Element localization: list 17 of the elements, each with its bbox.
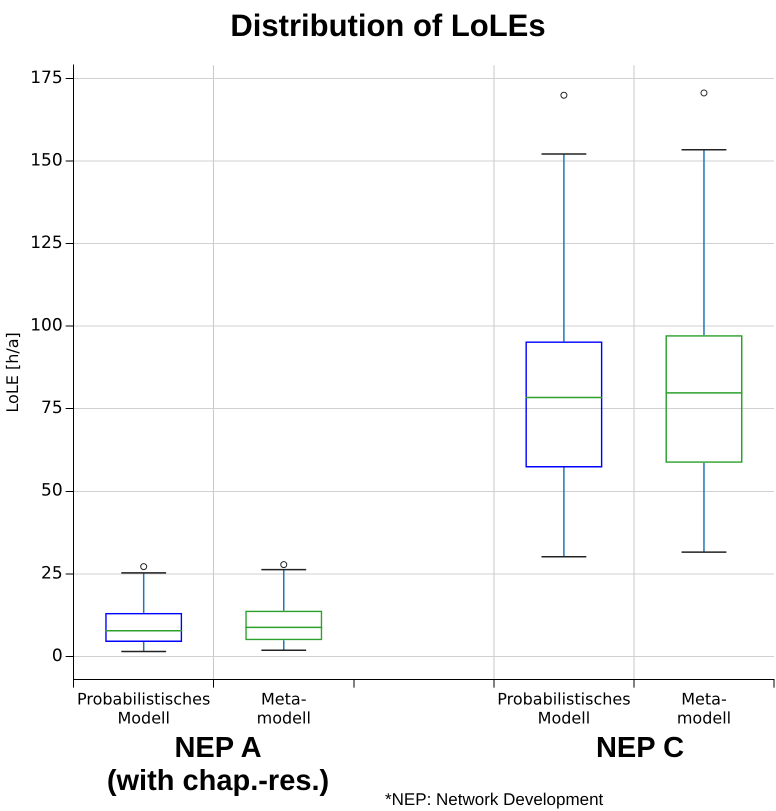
y-tick-label: 50 — [41, 480, 63, 501]
text: *NEP: Network Development — [385, 790, 604, 810]
x-tick-label: Meta- modell — [256, 689, 311, 728]
y-axis-title: LoLE [h/a] — [2, 332, 22, 413]
y-tick-label: 125 — [30, 232, 63, 253]
text: NEP A (with chap.-res.) — [106, 732, 330, 799]
y-tick-label: 100 — [30, 316, 63, 336]
x-tick-label: Meta- modell — [676, 689, 732, 728]
y-tick-label: 0 — [52, 646, 63, 666]
chart-title: Distribution of LoLEs — [229, 8, 547, 44]
y-tick-label: 150 — [30, 150, 63, 170]
y-tick-label: 25 — [41, 563, 63, 584]
x-tick-label: Probabilistisches Modell — [77, 689, 210, 728]
text: NEP C — [594, 732, 686, 766]
y-tick-label: 75 — [41, 398, 63, 418]
y-tick-label: 175 — [30, 68, 63, 88]
x-tick-label: Probabilistisches Modell — [497, 689, 631, 728]
